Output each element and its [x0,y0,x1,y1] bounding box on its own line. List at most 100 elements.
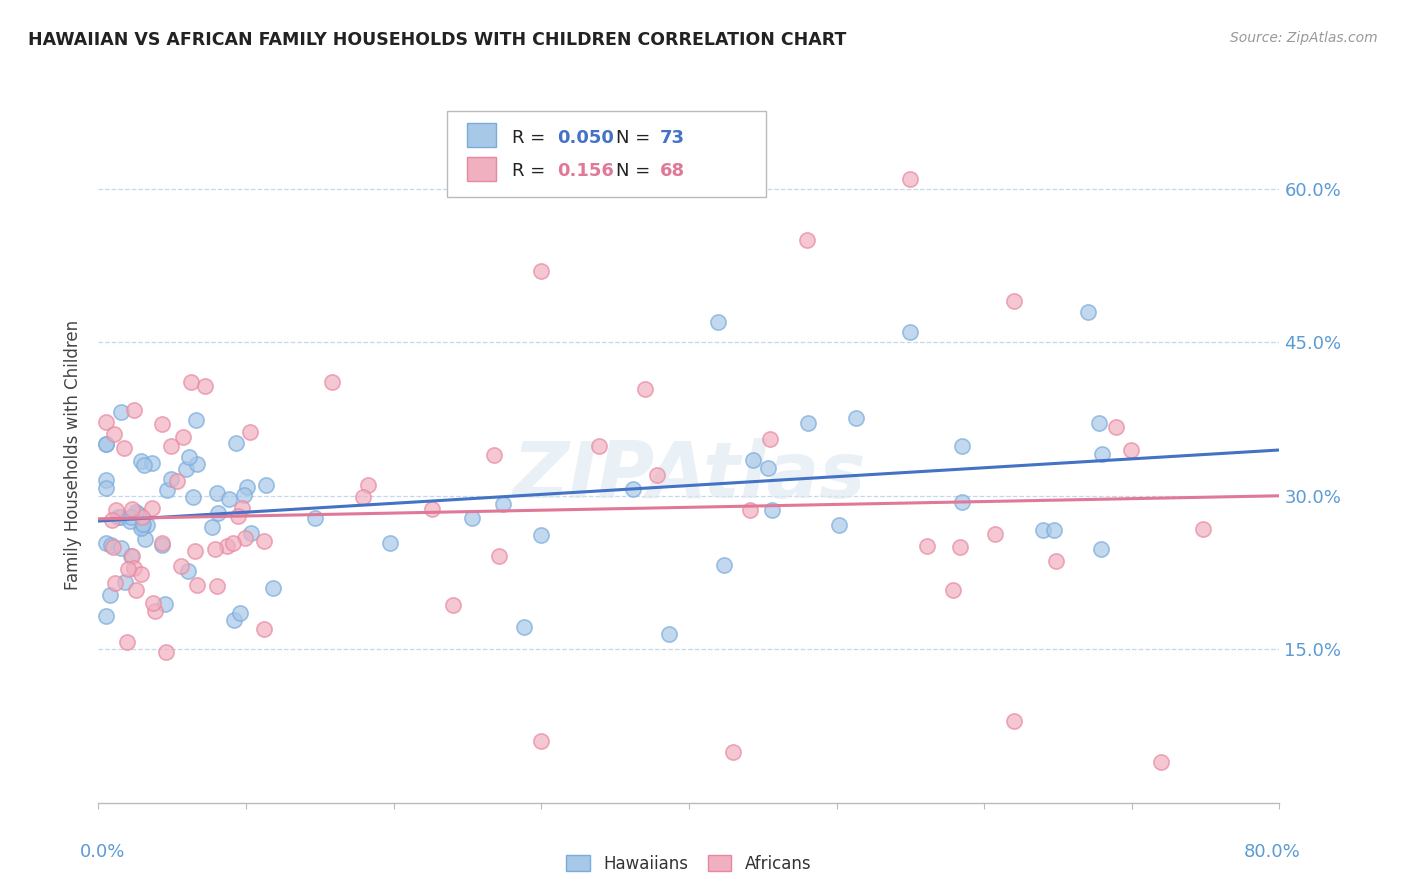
Point [120,510,142,524]
Text: Source: ZipAtlas.com: Source: ZipAtlas.com [1230,31,1378,45]
Point [235,531,257,545]
Point [131,566,153,581]
Point [482,448,505,462]
Point [1043,524,1066,538]
Point [134,533,156,547]
Point [201,520,224,534]
FancyBboxPatch shape [467,123,496,147]
Point [253,622,276,636]
Point [112,441,135,455]
Point [1045,554,1067,568]
Point [94,535,117,549]
Point [530,264,553,278]
Point [101,541,124,555]
Point [122,561,145,575]
Point [177,450,200,464]
Point [127,508,149,522]
Point [114,574,136,589]
Point [738,503,761,517]
Point [1105,419,1128,434]
Point [194,379,217,393]
Point [204,542,226,557]
Point [94,473,117,487]
Point [723,745,745,759]
Point [121,502,143,516]
Text: 73: 73 [659,129,685,147]
Point [184,543,207,558]
Point [104,576,127,591]
Point [94,437,117,451]
Text: ZIPAtlas: ZIPAtlas [512,438,866,514]
Point [104,503,127,517]
Point [153,597,176,611]
Y-axis label: Family Households with Children: Family Households with Children [65,320,83,590]
Point [125,505,148,519]
Point [110,405,132,419]
Point [172,430,194,444]
Point [107,510,129,524]
Point [100,538,122,552]
Point [120,549,142,564]
Point [129,521,152,535]
Point [94,437,117,451]
Point [512,620,534,634]
Point [796,233,818,247]
Point [984,526,1007,541]
Text: N =: N = [616,129,655,147]
FancyBboxPatch shape [447,111,766,197]
Point [142,596,165,610]
Point [184,413,207,427]
Point [1091,447,1114,461]
Point [156,483,179,498]
Point [756,461,779,475]
Point [226,509,249,524]
Point [304,511,326,525]
Point [125,582,148,597]
Point [530,528,553,542]
Point [117,634,139,648]
Point [900,325,922,339]
Point [239,425,262,439]
Point [262,581,284,595]
Point [707,315,730,329]
Point [186,578,208,592]
Point [94,608,117,623]
Point [530,734,553,748]
Point [186,458,208,472]
FancyBboxPatch shape [467,157,496,181]
Point [225,436,247,450]
Point [141,456,163,470]
Point [588,439,610,453]
Point [159,472,181,486]
Point [150,537,173,551]
Point [155,645,177,659]
Point [222,536,245,550]
Point [166,474,188,488]
Point [131,453,153,467]
Text: 0.050: 0.050 [557,129,613,147]
Point [181,490,204,504]
Point [1192,522,1215,536]
Point [441,599,464,613]
Point [1150,755,1173,769]
Point [420,502,443,516]
Point [827,517,849,532]
Point [240,525,263,540]
Point [797,416,820,430]
Point [254,477,277,491]
Point [845,411,868,425]
Point [713,558,735,573]
Point [1002,294,1025,309]
Text: N =: N = [616,162,655,180]
Point [488,549,510,563]
Text: 0.156: 0.156 [557,162,613,180]
Point [205,579,228,593]
Point [950,439,973,453]
Legend: Hawaiians, Africans: Hawaiians, Africans [560,848,818,880]
Point [110,509,132,524]
Point [131,509,153,524]
Point [229,606,252,620]
Text: 68: 68 [659,162,685,180]
Point [761,502,783,516]
Text: 80.0%: 80.0% [1244,843,1301,861]
